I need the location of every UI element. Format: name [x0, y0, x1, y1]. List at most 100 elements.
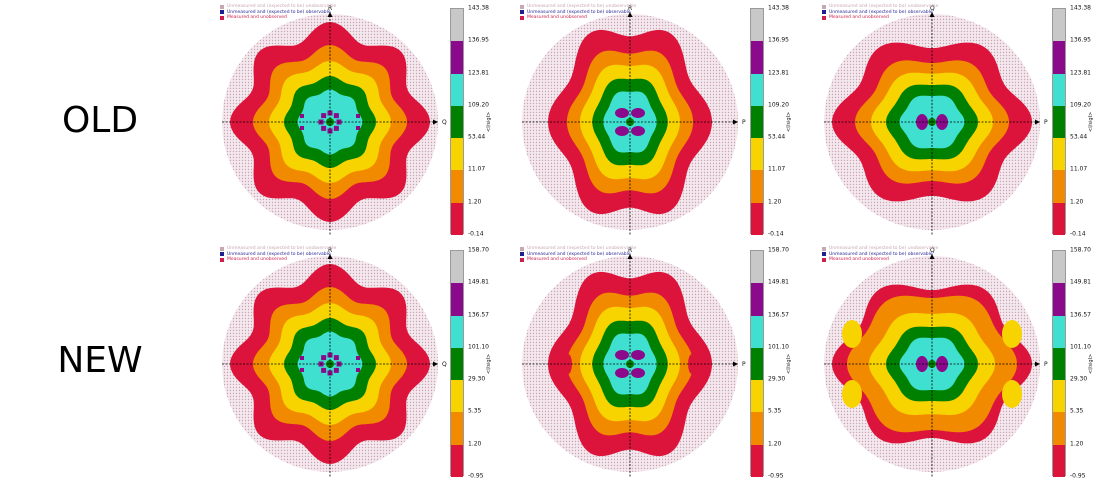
colorbar-tick-label: 158.70 [768, 246, 789, 254]
intensity-spot [356, 368, 360, 372]
intensity-spot [327, 352, 333, 358]
intensity-spot [356, 114, 360, 118]
legend-swatch [520, 15, 524, 20]
legend-item: Unmeasured and (expected to be) unobserv… [220, 4, 450, 10]
colorbar-tick-label: 143.38 [768, 4, 789, 12]
colorbar-tick-label: 123.81 [1070, 69, 1091, 77]
colorbar-tick-label: 109.20 [468, 101, 489, 109]
colorbar-title: <I/sigI> [1088, 111, 1094, 132]
legend-label: Measured and unobserved [527, 15, 587, 20]
colorbar-tick-label: 5.35 [468, 407, 482, 415]
intensity-island [1002, 320, 1022, 348]
colorbar-tick-label: 136.95 [768, 36, 789, 44]
colorbar-segment [451, 444, 463, 477]
intensity-island [1002, 380, 1022, 408]
colorbar-segment [751, 283, 763, 316]
plot-old-2: PR [522, 5, 746, 236]
colorbar-tick-label: 101.10 [468, 343, 489, 351]
legend-swatch [520, 10, 524, 15]
legend-label: Unmeasured and (expected to be) observab… [527, 251, 631, 257]
intensity-spot [356, 356, 360, 360]
colorbar-title: <I/sigI> [486, 111, 492, 132]
colorbar-tick-label: 5.35 [1070, 407, 1084, 415]
legend-label: Measured and unobserved [227, 257, 287, 262]
colorbar-segment [1053, 251, 1065, 284]
colorbar-tick-label: 109.20 [768, 101, 789, 109]
colorbar-segment [1053, 444, 1065, 477]
legend-swatch [822, 257, 826, 262]
colorbar-segment [1053, 138, 1065, 171]
colorbar-tick-label: 136.57 [768, 311, 789, 319]
axis-label-horizontal: Q [442, 361, 447, 368]
legend-label: Unmeasured and (expected to be) unobserv… [829, 4, 939, 9]
legend-swatch [520, 246, 524, 251]
legend-item: Unmeasured and (expected to be) observab… [822, 10, 1052, 16]
intensity-lobe [615, 368, 629, 378]
colorbar-tick-label: 109.20 [1070, 101, 1091, 109]
legend-item: Unmeasured and (expected to be) observab… [520, 10, 750, 16]
legend-swatch [220, 10, 224, 15]
axis-label-vertical: R [328, 5, 332, 12]
legend-label: Measured and unobserved [829, 15, 889, 20]
legend-item: Measured and unobserved [520, 257, 750, 263]
legend-label: Unmeasured and (expected to be) observab… [227, 9, 331, 15]
colorbar-segment [1053, 170, 1065, 203]
colorbar-tick-label: -0.14 [768, 230, 784, 238]
colorbar-tick-label: -0.95 [1070, 472, 1086, 480]
legend-item: Unmeasured and (expected to be) observab… [822, 252, 1052, 258]
colorbar-tick-label: 149.81 [1070, 278, 1091, 286]
intensity-spot [333, 113, 339, 119]
intensity-spot [300, 368, 304, 372]
legend-label: Unmeasured and (expected to be) unobserv… [227, 4, 337, 9]
plot-panel-new-1: Q R Unmeasured and (expected to be) unobse… [208, 242, 508, 482]
plot-legend: Unmeasured and (expected to be) unobserv… [220, 246, 450, 263]
colorbar-title: <I/sigI> [1088, 353, 1094, 374]
colorbar-tick-label: 136.95 [468, 36, 489, 44]
colorbar-tick-label: 1.20 [468, 198, 482, 206]
legend-item: Unmeasured and (expected to be) observab… [220, 252, 450, 258]
colorbar-tick-label: 143.38 [1070, 4, 1091, 12]
row-label-old: OLD [61, 100, 139, 141]
axis-label-horizontal: P [1044, 361, 1048, 368]
intensity-spot [333, 367, 339, 373]
intensity-lobe [631, 108, 645, 118]
legend-item: Measured and unobserved [220, 257, 450, 263]
legend-label: Unmeasured and (expected to be) unobserv… [227, 246, 337, 251]
axis-arrow [929, 254, 935, 259]
colorbar-tick-label: 11.07 [468, 165, 486, 173]
intensity-island [842, 380, 862, 408]
legend-label: Measured and unobserved [527, 257, 587, 262]
legend-swatch [220, 15, 224, 20]
intensity-lobe [615, 350, 629, 360]
intensity-spot [333, 355, 339, 361]
colorbar-tick-label: 29.30 [1070, 375, 1088, 383]
colorbar-tick-label: 1.20 [768, 198, 782, 206]
colorbar-segment [751, 444, 763, 477]
colorbar-tick-label: 123.81 [768, 69, 789, 77]
legend-label: Unmeasured and (expected to be) observab… [527, 9, 631, 15]
legend-item: Measured and unobserved [520, 15, 750, 21]
intensity-spot [321, 125, 327, 131]
colorbar-tick-label: -0.95 [468, 472, 484, 480]
colorbar [750, 250, 764, 477]
legend-item: Unmeasured and (expected to be) unobserv… [220, 246, 450, 252]
axis-arrow [433, 361, 438, 367]
axis-arrow [327, 254, 333, 259]
colorbar-segment [451, 412, 463, 445]
legend-label: Unmeasured and (expected to be) observab… [829, 9, 933, 15]
colorbar-segment [1053, 380, 1065, 413]
axis-arrow [1035, 119, 1040, 125]
plot-new-3: PQ [824, 247, 1048, 478]
axis-arrow [433, 119, 438, 125]
legend-swatch [220, 257, 224, 262]
colorbar-segment [751, 412, 763, 445]
legend-swatch [520, 252, 524, 257]
colorbar-segment [451, 9, 463, 42]
colorbar-segment [451, 202, 463, 235]
colorbar-segment [751, 170, 763, 203]
colorbar-tick-label: 149.81 [468, 278, 489, 286]
plot-legend: Unmeasured and (expected to be) unobserv… [822, 4, 1052, 21]
colorbar-tick-label: 101.10 [768, 343, 789, 351]
colorbar-segment [451, 315, 463, 348]
intensity-lobe [631, 350, 645, 360]
